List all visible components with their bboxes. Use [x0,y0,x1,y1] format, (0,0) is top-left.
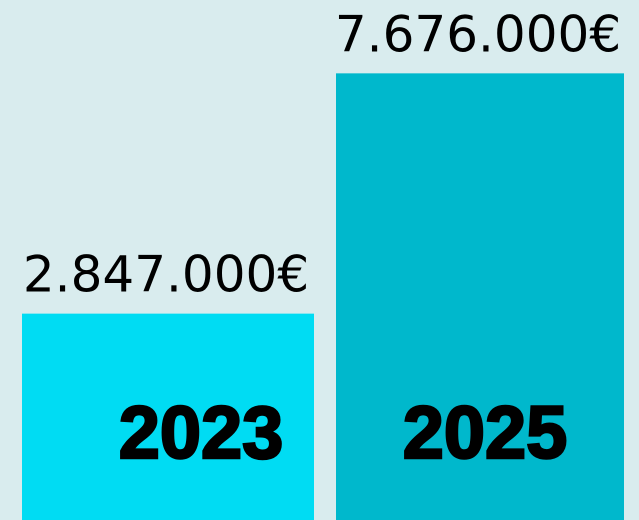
value-label: 2.847.000€ [23,246,309,304]
bar [22,313,314,520]
value-label: 7.676.000€ [335,5,621,63]
category-label: 2025 [403,391,568,474]
bar [336,73,624,520]
category-label: 2023 [119,391,284,474]
